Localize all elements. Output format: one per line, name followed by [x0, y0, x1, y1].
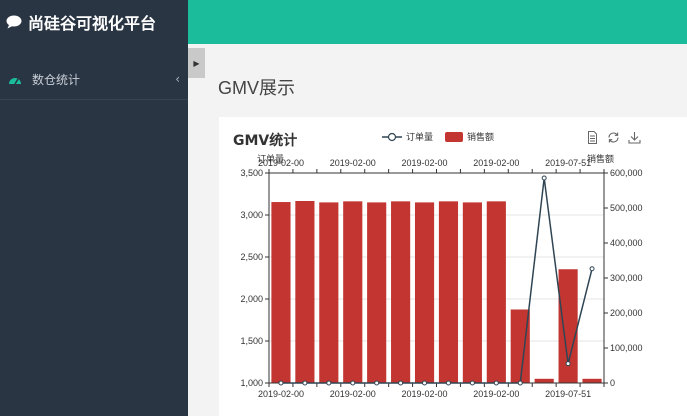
- bar-sales-3: [343, 201, 363, 383]
- bar-sales-2: [319, 202, 339, 383]
- x-top-tick-label: 2019-02-00: [402, 158, 448, 168]
- legend-item-orders[interactable]: 订单量: [382, 130, 433, 143]
- bar-sales-9: [486, 201, 506, 383]
- x-top-tick-label: 2019-07-51: [545, 158, 591, 168]
- x-top-tick-label: 2019-02-00: [473, 158, 519, 168]
- y-right-tick-label: 600,000: [610, 168, 643, 178]
- orders-point-0: [278, 380, 284, 386]
- bar-sales-0: [271, 202, 291, 383]
- gmv-chart: 1,000 1,500 2,000 2,500 3,000 3,500 0 100,000 20…: [240, 158, 643, 399]
- orders-point-9: [493, 380, 499, 386]
- chart-title: GMV统计: [233, 133, 298, 149]
- app-title: 尚硅谷可视化平台: [28, 14, 157, 33]
- y-right-tick-label: 0: [610, 378, 615, 388]
- caret-right-icon: ▶: [193, 58, 200, 68]
- y-right-axis-label: 销售额: [587, 155, 615, 165]
- y-left-tick-label: 2,000: [240, 294, 263, 304]
- chart-legend: 订单量 销售额: [382, 130, 506, 143]
- bar-sales-6: [414, 202, 435, 383]
- x-bottom-tick-label: 2019-02-00: [258, 389, 304, 399]
- y-left-tick-label: 3,500: [240, 168, 263, 178]
- bar-sales-5: [391, 201, 411, 383]
- x-bottom-tick-label: 2019-02-00: [402, 389, 448, 399]
- y-right-tick-label: 200,000: [610, 308, 643, 318]
- sidebar: 尚硅谷可视化平台 数仓统计 ‹: [0, 0, 188, 416]
- bar-sales-11: [534, 378, 554, 383]
- bar-sales-10: [510, 309, 530, 383]
- orders-point-5: [398, 380, 404, 386]
- top-navbar: [188, 0, 687, 44]
- comments-icon: [6, 15, 22, 29]
- x-top-tick-label: 2019-02-00: [258, 158, 304, 168]
- sidebar-item-warehouse-stats[interactable]: 数仓统计 ‹: [0, 60, 188, 100]
- x-bottom-tick-label: 2019-07-51: [545, 389, 591, 399]
- legend-line-symbol: [382, 132, 402, 141]
- app-logo[interactable]: 尚硅谷可视化平台: [0, 0, 188, 44]
- bar-sales-4: [367, 202, 387, 383]
- legend-bar-symbol: [445, 131, 464, 142]
- bar-sales-7: [438, 201, 459, 383]
- x-bottom-tick-label: 2019-02-00: [473, 389, 519, 399]
- y-left-tick-label: 2,500: [240, 252, 263, 262]
- x-bottom-tick-label: 2019-02-00: [330, 389, 376, 399]
- orders-line: [280, 177, 593, 384]
- y-left-tick-label: 1,000: [240, 378, 263, 388]
- y-left-axis-label: 订单量: [257, 155, 285, 165]
- dashboard-icon: [9, 77, 21, 84]
- bar-sales-8: [462, 202, 482, 383]
- sidebar-item-label: 数仓统计: [32, 73, 81, 87]
- y-right-tick-label: 100,000: [610, 343, 643, 353]
- chart-toolbox: [586, 131, 649, 144]
- sidebar-toggle-button[interactable]: ▶: [188, 48, 205, 78]
- bar-sales-12: [558, 269, 578, 383]
- x-top-tick-label: 2019-02-00: [330, 158, 376, 168]
- page-title: GMV展示: [218, 78, 296, 98]
- data-view-icon[interactable]: [586, 131, 599, 144]
- orders-point-7: [445, 380, 451, 386]
- orders-point-8: [469, 380, 475, 386]
- y-left-tick-label: 3,000: [240, 210, 263, 220]
- bar-sales-13: [582, 378, 602, 383]
- chevron-left-icon[interactable]: ‹: [175, 72, 180, 86]
- restore-icon[interactable]: [607, 131, 620, 144]
- orders-point-10: [517, 380, 523, 386]
- bar-sales-1: [295, 201, 315, 383]
- y-right-tick-label: 500,000: [610, 203, 643, 213]
- main-content: ▶ GMV展示 1,000 1,500 2,000 2,500 3,000 3,500 0 1…: [188, 44, 687, 416]
- orders-point-2: [326, 380, 332, 386]
- orders-point-3: [350, 380, 356, 386]
- orders-point-4: [374, 380, 380, 386]
- orders-point-6: [422, 380, 428, 386]
- legend-label-orders: 订单量: [406, 133, 434, 143]
- chart-card: 1,000 1,500 2,000 2,500 3,000 3,500 0 100,000 20…: [219, 117, 687, 416]
- y-left-tick-label: 1,500: [240, 336, 263, 346]
- y-right-tick-label: 300,000: [610, 273, 643, 283]
- legend-item-sales[interactable]: 销售额: [445, 130, 494, 143]
- download-icon[interactable]: [628, 131, 641, 144]
- orders-point-1: [302, 380, 308, 386]
- orders-point-11: [541, 175, 547, 181]
- orders-point-12: [565, 361, 571, 367]
- orders-point-13: [589, 266, 595, 272]
- y-right-tick-label: 400,000: [610, 238, 643, 248]
- legend-label-sales: 销售额: [467, 133, 495, 143]
